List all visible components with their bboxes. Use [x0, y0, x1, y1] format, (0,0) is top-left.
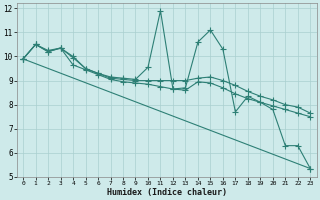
X-axis label: Humidex (Indice chaleur): Humidex (Indice chaleur)	[107, 188, 227, 197]
